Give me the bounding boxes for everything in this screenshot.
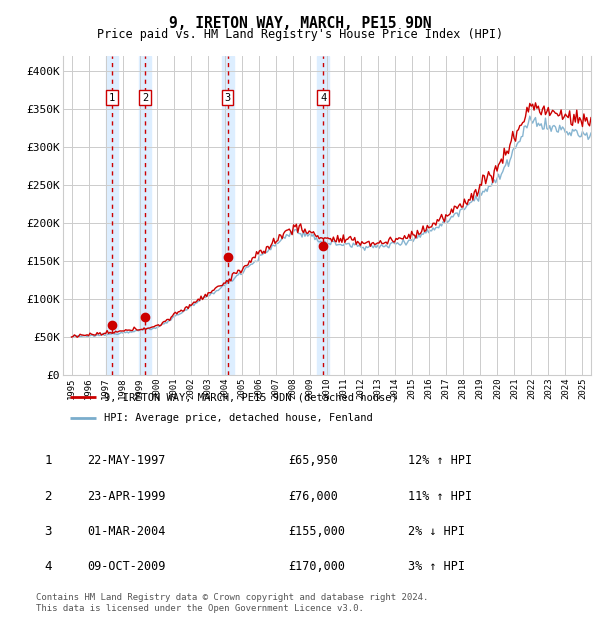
- Text: 22-MAY-1997: 22-MAY-1997: [87, 454, 166, 467]
- Text: 2% ↓ HPI: 2% ↓ HPI: [408, 525, 465, 538]
- Bar: [139, 56, 151, 375]
- Text: £170,000: £170,000: [288, 560, 345, 574]
- Text: 9, IRETON WAY, MARCH, PE15 9DN: 9, IRETON WAY, MARCH, PE15 9DN: [169, 16, 431, 30]
- Text: £155,000: £155,000: [288, 525, 345, 538]
- Text: 3% ↑ HPI: 3% ↑ HPI: [408, 560, 465, 574]
- Text: 23-APR-1999: 23-APR-1999: [87, 490, 166, 503]
- Text: 11% ↑ HPI: 11% ↑ HPI: [408, 490, 472, 503]
- Text: Contains HM Land Registry data © Crown copyright and database right 2024.
This d: Contains HM Land Registry data © Crown c…: [36, 593, 428, 613]
- Text: 2: 2: [142, 92, 148, 103]
- Text: 3: 3: [44, 525, 52, 538]
- Text: 4: 4: [320, 92, 326, 103]
- Text: 4: 4: [44, 560, 52, 574]
- Text: Price paid vs. HM Land Registry's House Price Index (HPI): Price paid vs. HM Land Registry's House …: [97, 28, 503, 41]
- Text: 1: 1: [109, 92, 115, 103]
- Text: 1: 1: [44, 454, 52, 467]
- Text: £65,950: £65,950: [288, 454, 338, 467]
- Text: 3: 3: [224, 92, 231, 103]
- Text: £76,000: £76,000: [288, 490, 338, 503]
- Text: HPI: Average price, detached house, Fenland: HPI: Average price, detached house, Fenl…: [104, 413, 373, 423]
- Text: 9, IRETON WAY, MARCH, PE15 9DN (detached house): 9, IRETON WAY, MARCH, PE15 9DN (detached…: [104, 392, 398, 402]
- Bar: [317, 56, 329, 375]
- Text: 12% ↑ HPI: 12% ↑ HPI: [408, 454, 472, 467]
- Text: 09-OCT-2009: 09-OCT-2009: [87, 560, 166, 574]
- Bar: [106, 56, 118, 375]
- Bar: [222, 56, 233, 375]
- Text: 01-MAR-2004: 01-MAR-2004: [87, 525, 166, 538]
- Text: 2: 2: [44, 490, 52, 503]
